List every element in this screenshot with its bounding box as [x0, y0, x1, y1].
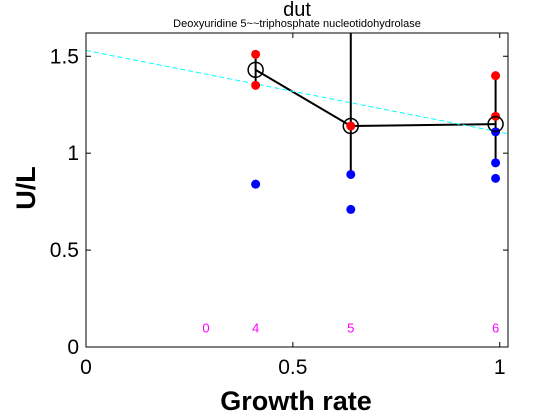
series-lines — [85, 49, 509, 135]
y-tick-label: 0.5 — [50, 239, 79, 262]
y-tick-label: 0 — [67, 336, 79, 359]
y-axis-label: U/L — [11, 166, 41, 210]
mean-marker — [487, 115, 504, 133]
trend-line — [85, 49, 509, 135]
y-tick-label: 1.5 — [50, 45, 79, 68]
axes-box — [85, 32, 509, 348]
mean-marker — [247, 61, 264, 79]
mean-marker — [342, 117, 360, 135]
data-points — [247, 49, 504, 214]
chart-subtitle: Deoxyuridine 5~~triphosphate nucleotidoh… — [173, 18, 421, 30]
blue-data-point — [491, 173, 501, 183]
red-data-point — [251, 80, 261, 90]
count-label: 0 — [202, 321, 209, 336]
axis-ticks: 0 0.5 1 0 0.5 1 1.5 — [50, 33, 508, 379]
error-bars — [254, 33, 497, 175]
blue-data-point — [346, 204, 356, 214]
x-tick-label: 1 — [494, 356, 506, 379]
count-label: 4 — [252, 321, 259, 336]
chart-title: dut — [283, 0, 311, 21]
red-data-point — [346, 121, 356, 131]
mean-line — [255, 68, 496, 128]
blue-data-point — [491, 158, 501, 168]
x-tick-label: 0 — [80, 356, 92, 379]
red-data-point — [491, 71, 501, 81]
x-tick-label: 0.5 — [278, 356, 307, 379]
red-data-point — [251, 49, 261, 59]
y-tick-label: 1 — [67, 142, 79, 165]
x-axis-label: Growth rate — [220, 386, 372, 416]
blue-data-point — [251, 179, 261, 189]
count-label: 6 — [492, 321, 499, 336]
count-labels: 0 4 5 6 — [202, 321, 499, 336]
count-label: 5 — [347, 321, 354, 336]
blue-data-point — [346, 169, 356, 179]
